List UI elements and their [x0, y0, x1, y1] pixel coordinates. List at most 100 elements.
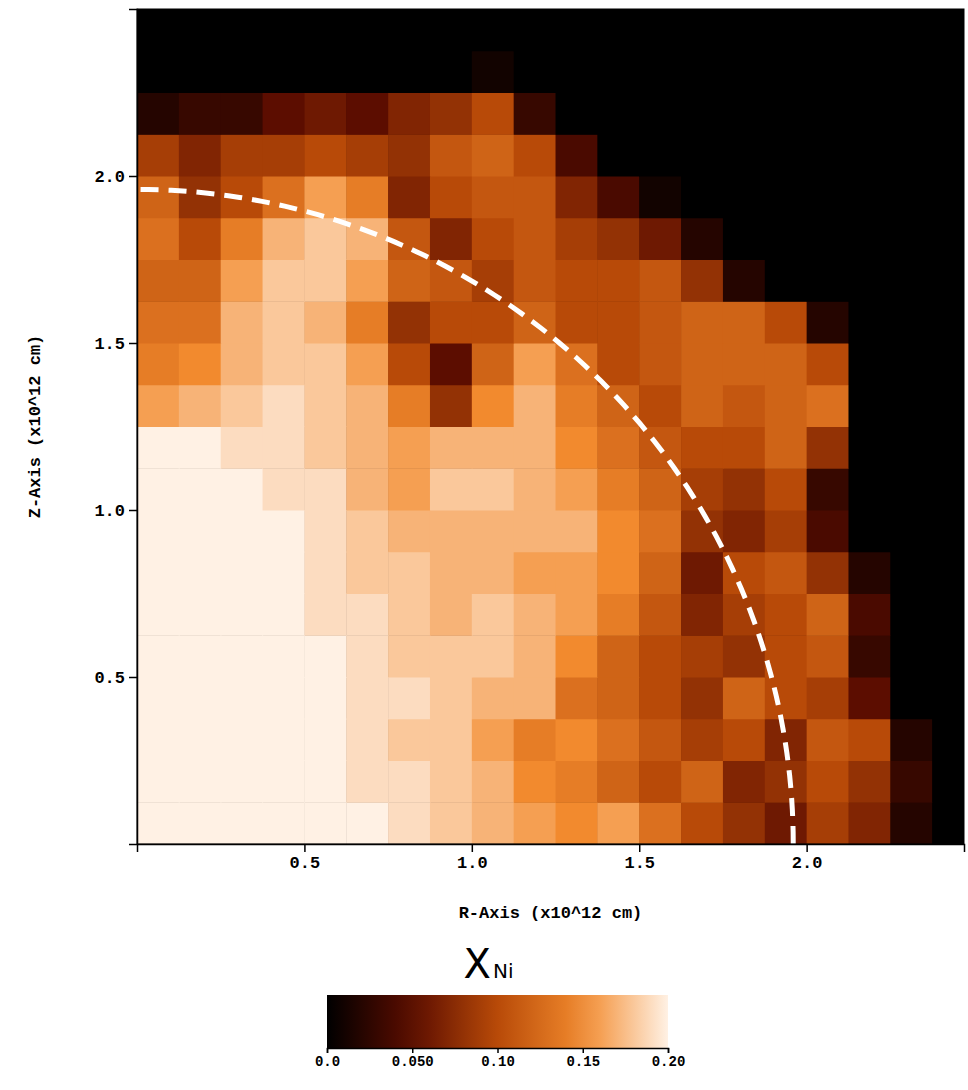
heat-cell	[848, 594, 890, 636]
heat-cell	[681, 677, 723, 719]
heat-cell	[681, 9, 723, 51]
heat-cell	[221, 719, 263, 761]
heat-cell	[514, 761, 556, 803]
heat-cell	[932, 260, 964, 302]
heat-cell	[514, 385, 556, 427]
heat-cell	[556, 761, 598, 803]
heat-cell	[137, 218, 179, 260]
y-axis-tick-mark	[129, 677, 137, 679]
heat-cell	[137, 594, 179, 636]
heat-cell	[304, 134, 346, 176]
heat-cell	[639, 93, 681, 135]
x-axis-tick: 1.5	[624, 844, 655, 873]
heat-cell	[556, 218, 598, 260]
heat-cell	[472, 761, 514, 803]
heat-cell	[179, 93, 221, 135]
heat-cell	[556, 594, 598, 636]
heat-cell	[472, 635, 514, 677]
heat-cell	[137, 719, 179, 761]
heat-cell	[388, 9, 430, 51]
heat-cell	[221, 9, 263, 51]
heat-cell	[430, 802, 472, 844]
heat-cell	[179, 134, 221, 176]
heat-cell	[137, 802, 179, 844]
heat-cell	[137, 468, 179, 510]
heat-cell	[597, 134, 639, 176]
heat-cell	[430, 761, 472, 803]
heat-cell	[472, 427, 514, 469]
heat-cell	[179, 677, 221, 719]
heat-cell	[263, 260, 305, 302]
heat-cell	[179, 218, 221, 260]
y-axis-tick-mark	[129, 176, 137, 178]
heat-cell	[221, 427, 263, 469]
heat-cell	[388, 176, 430, 218]
colorbar-axis-tick-label: 0.15	[566, 1054, 600, 1070]
heat-cell	[681, 343, 723, 385]
heat-cell	[597, 719, 639, 761]
heat-cell	[848, 9, 890, 51]
heat-cell	[304, 427, 346, 469]
heat-cell	[263, 343, 305, 385]
heat-cell	[932, 802, 964, 844]
heat-cell	[890, 552, 932, 594]
heat-cell	[890, 343, 932, 385]
colorbar-axis-line	[328, 1049, 669, 1054]
heat-cell	[597, 385, 639, 427]
heat-cell	[723, 93, 765, 135]
heat-cell	[765, 343, 807, 385]
chart: 0.51.01.52.00.51.01.52.0R-Axis (x10^12 c…	[0, 0, 968, 1090]
heat-cell	[514, 134, 556, 176]
x-axis-tick-label: 1.0	[457, 854, 488, 873]
heat-cell	[932, 552, 964, 594]
colorbar-axis-tick: 0.15	[566, 1048, 600, 1070]
heat-cell	[890, 51, 932, 93]
heat-cell	[890, 134, 932, 176]
heat-cell	[681, 260, 723, 302]
heat-cell	[639, 218, 681, 260]
heat-cell	[723, 510, 765, 552]
heat-cell	[304, 301, 346, 343]
heat-cell	[346, 176, 388, 218]
heat-cell	[179, 468, 221, 510]
heat-cell	[263, 594, 305, 636]
heat-cell	[221, 134, 263, 176]
heat-cell	[221, 301, 263, 343]
heat-cell	[304, 260, 346, 302]
x-axis: 0.5 1.0 1.5 2.0	[138, 844, 965, 873]
heat-cell	[388, 594, 430, 636]
heat-cell	[263, 427, 305, 469]
heat-cell	[890, 9, 932, 51]
heat-cell	[723, 719, 765, 761]
x-axis-tick-label: 0.5	[290, 854, 321, 873]
heat-cell	[472, 218, 514, 260]
heat-cell	[597, 552, 639, 594]
heat-cell	[221, 93, 263, 135]
heat-cell	[137, 301, 179, 343]
heat-cell	[639, 802, 681, 844]
heat-cell	[514, 468, 556, 510]
heat-cell	[556, 719, 598, 761]
heat-cell	[932, 510, 964, 552]
heat-cell	[221, 594, 263, 636]
heat-cell	[765, 552, 807, 594]
heat-cell	[765, 385, 807, 427]
colorbar-axis-tick-label: 0.050	[392, 1054, 434, 1070]
heat-cell	[472, 51, 514, 93]
heat-cell	[556, 9, 598, 51]
reference-arc	[137, 189, 793, 844]
heat-cell	[807, 635, 849, 677]
heat-cell	[304, 468, 346, 510]
heat-cell	[597, 635, 639, 677]
heat-cell	[263, 510, 305, 552]
heat-cell	[430, 385, 472, 427]
heat-cell	[681, 51, 723, 93]
heat-cell	[388, 93, 430, 135]
x-axis-tick: 2.0	[792, 844, 823, 873]
heat-cell	[137, 510, 179, 552]
heat-cell	[346, 761, 388, 803]
heat-cell	[597, 218, 639, 260]
heat-cell	[221, 260, 263, 302]
plot-frame	[137, 9, 964, 844]
heat-cell	[179, 594, 221, 636]
